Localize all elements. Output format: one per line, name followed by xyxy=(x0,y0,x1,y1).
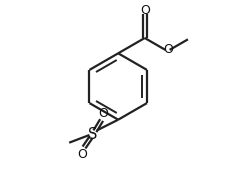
Text: O: O xyxy=(163,43,173,56)
Text: O: O xyxy=(98,107,108,120)
Text: S: S xyxy=(88,127,98,142)
Text: O: O xyxy=(77,148,87,161)
Text: O: O xyxy=(140,4,150,17)
